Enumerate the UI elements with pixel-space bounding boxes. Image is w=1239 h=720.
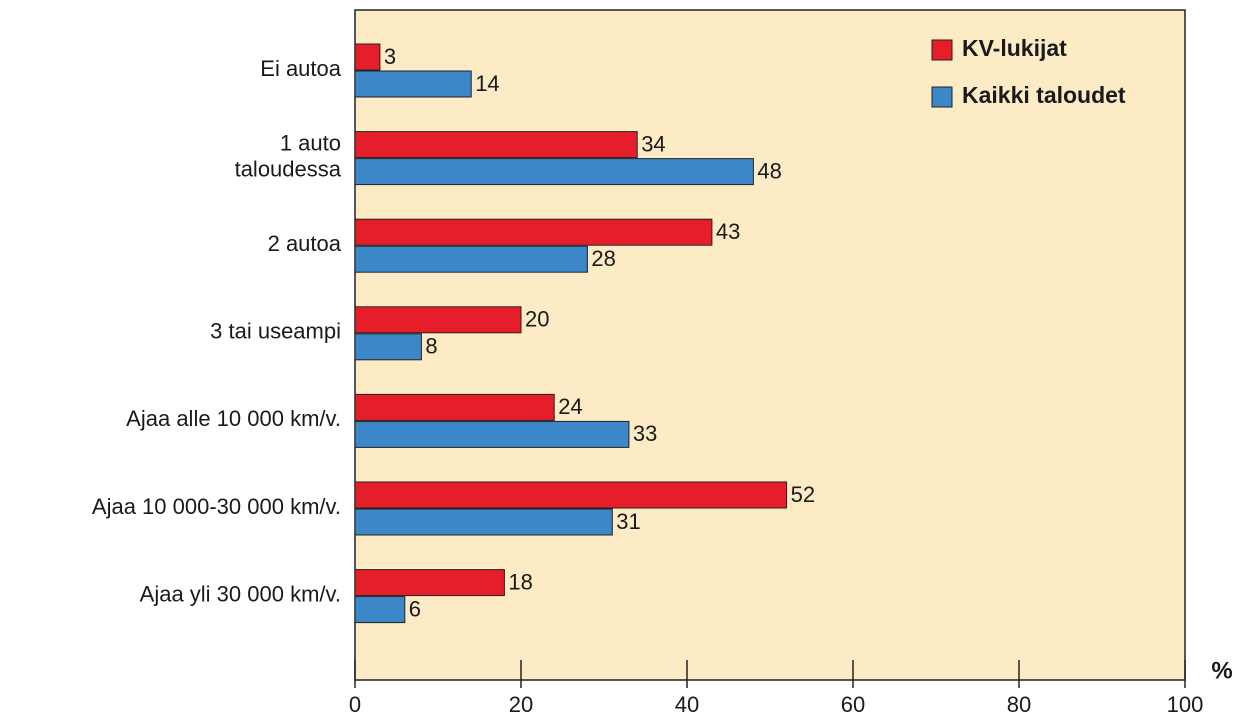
y-tick-label: Ei autoa xyxy=(260,56,341,81)
value-label: 43 xyxy=(716,219,740,244)
x-tick-label: 100 xyxy=(1167,692,1204,717)
legend-label: KV-lukijat xyxy=(962,35,1067,61)
chart: % 0 20 40 60 80 100 Ei autoa 3 14 1 autotaloudess… xyxy=(0,0,1239,720)
bar xyxy=(355,482,787,508)
legend-swatch xyxy=(932,87,952,107)
x-tick-label: 0 xyxy=(349,692,361,717)
y-tick-label: Ajaa yli 30 000 km/v. xyxy=(140,581,341,606)
value-label: 33 xyxy=(633,421,657,446)
bar xyxy=(355,159,753,185)
x-tick-label: 80 xyxy=(1007,692,1031,717)
bar xyxy=(355,597,405,623)
legend-swatch xyxy=(932,40,952,60)
bar xyxy=(355,44,380,70)
bar xyxy=(355,246,587,272)
y-tick-label: Ajaa 10 000-30 000 km/v. xyxy=(92,494,341,519)
bar xyxy=(355,334,421,360)
value-label: 6 xyxy=(409,596,421,621)
x-unit: % xyxy=(1211,657,1232,684)
value-label: 34 xyxy=(641,131,665,156)
bar xyxy=(355,219,712,245)
value-label: 24 xyxy=(558,394,582,419)
x-tick-label: 20 xyxy=(509,692,533,717)
bar xyxy=(355,307,521,333)
value-label: 18 xyxy=(508,569,532,594)
bar xyxy=(355,71,471,97)
y-tick-label: Ajaa alle 10 000 km/v. xyxy=(126,406,341,431)
bar xyxy=(355,509,612,535)
value-label: 52 xyxy=(791,482,815,507)
bar xyxy=(355,570,504,596)
x-tick-label: 60 xyxy=(841,692,865,717)
value-label: 14 xyxy=(475,71,499,96)
y-tick-label: 3 tai useampi xyxy=(210,319,341,344)
value-label: 20 xyxy=(525,307,549,332)
bar xyxy=(355,394,554,420)
value-label: 28 xyxy=(591,246,615,271)
bar xyxy=(355,132,637,158)
value-label: 3 xyxy=(384,44,396,69)
legend-label: Kaikki taloudet xyxy=(962,82,1126,108)
value-label: 8 xyxy=(425,334,437,359)
value-label: 48 xyxy=(757,158,781,183)
x-tick-label: 40 xyxy=(675,692,699,717)
value-label: 31 xyxy=(616,509,640,534)
bar xyxy=(355,421,629,447)
y-tick-label: 2 autoa xyxy=(268,231,342,256)
